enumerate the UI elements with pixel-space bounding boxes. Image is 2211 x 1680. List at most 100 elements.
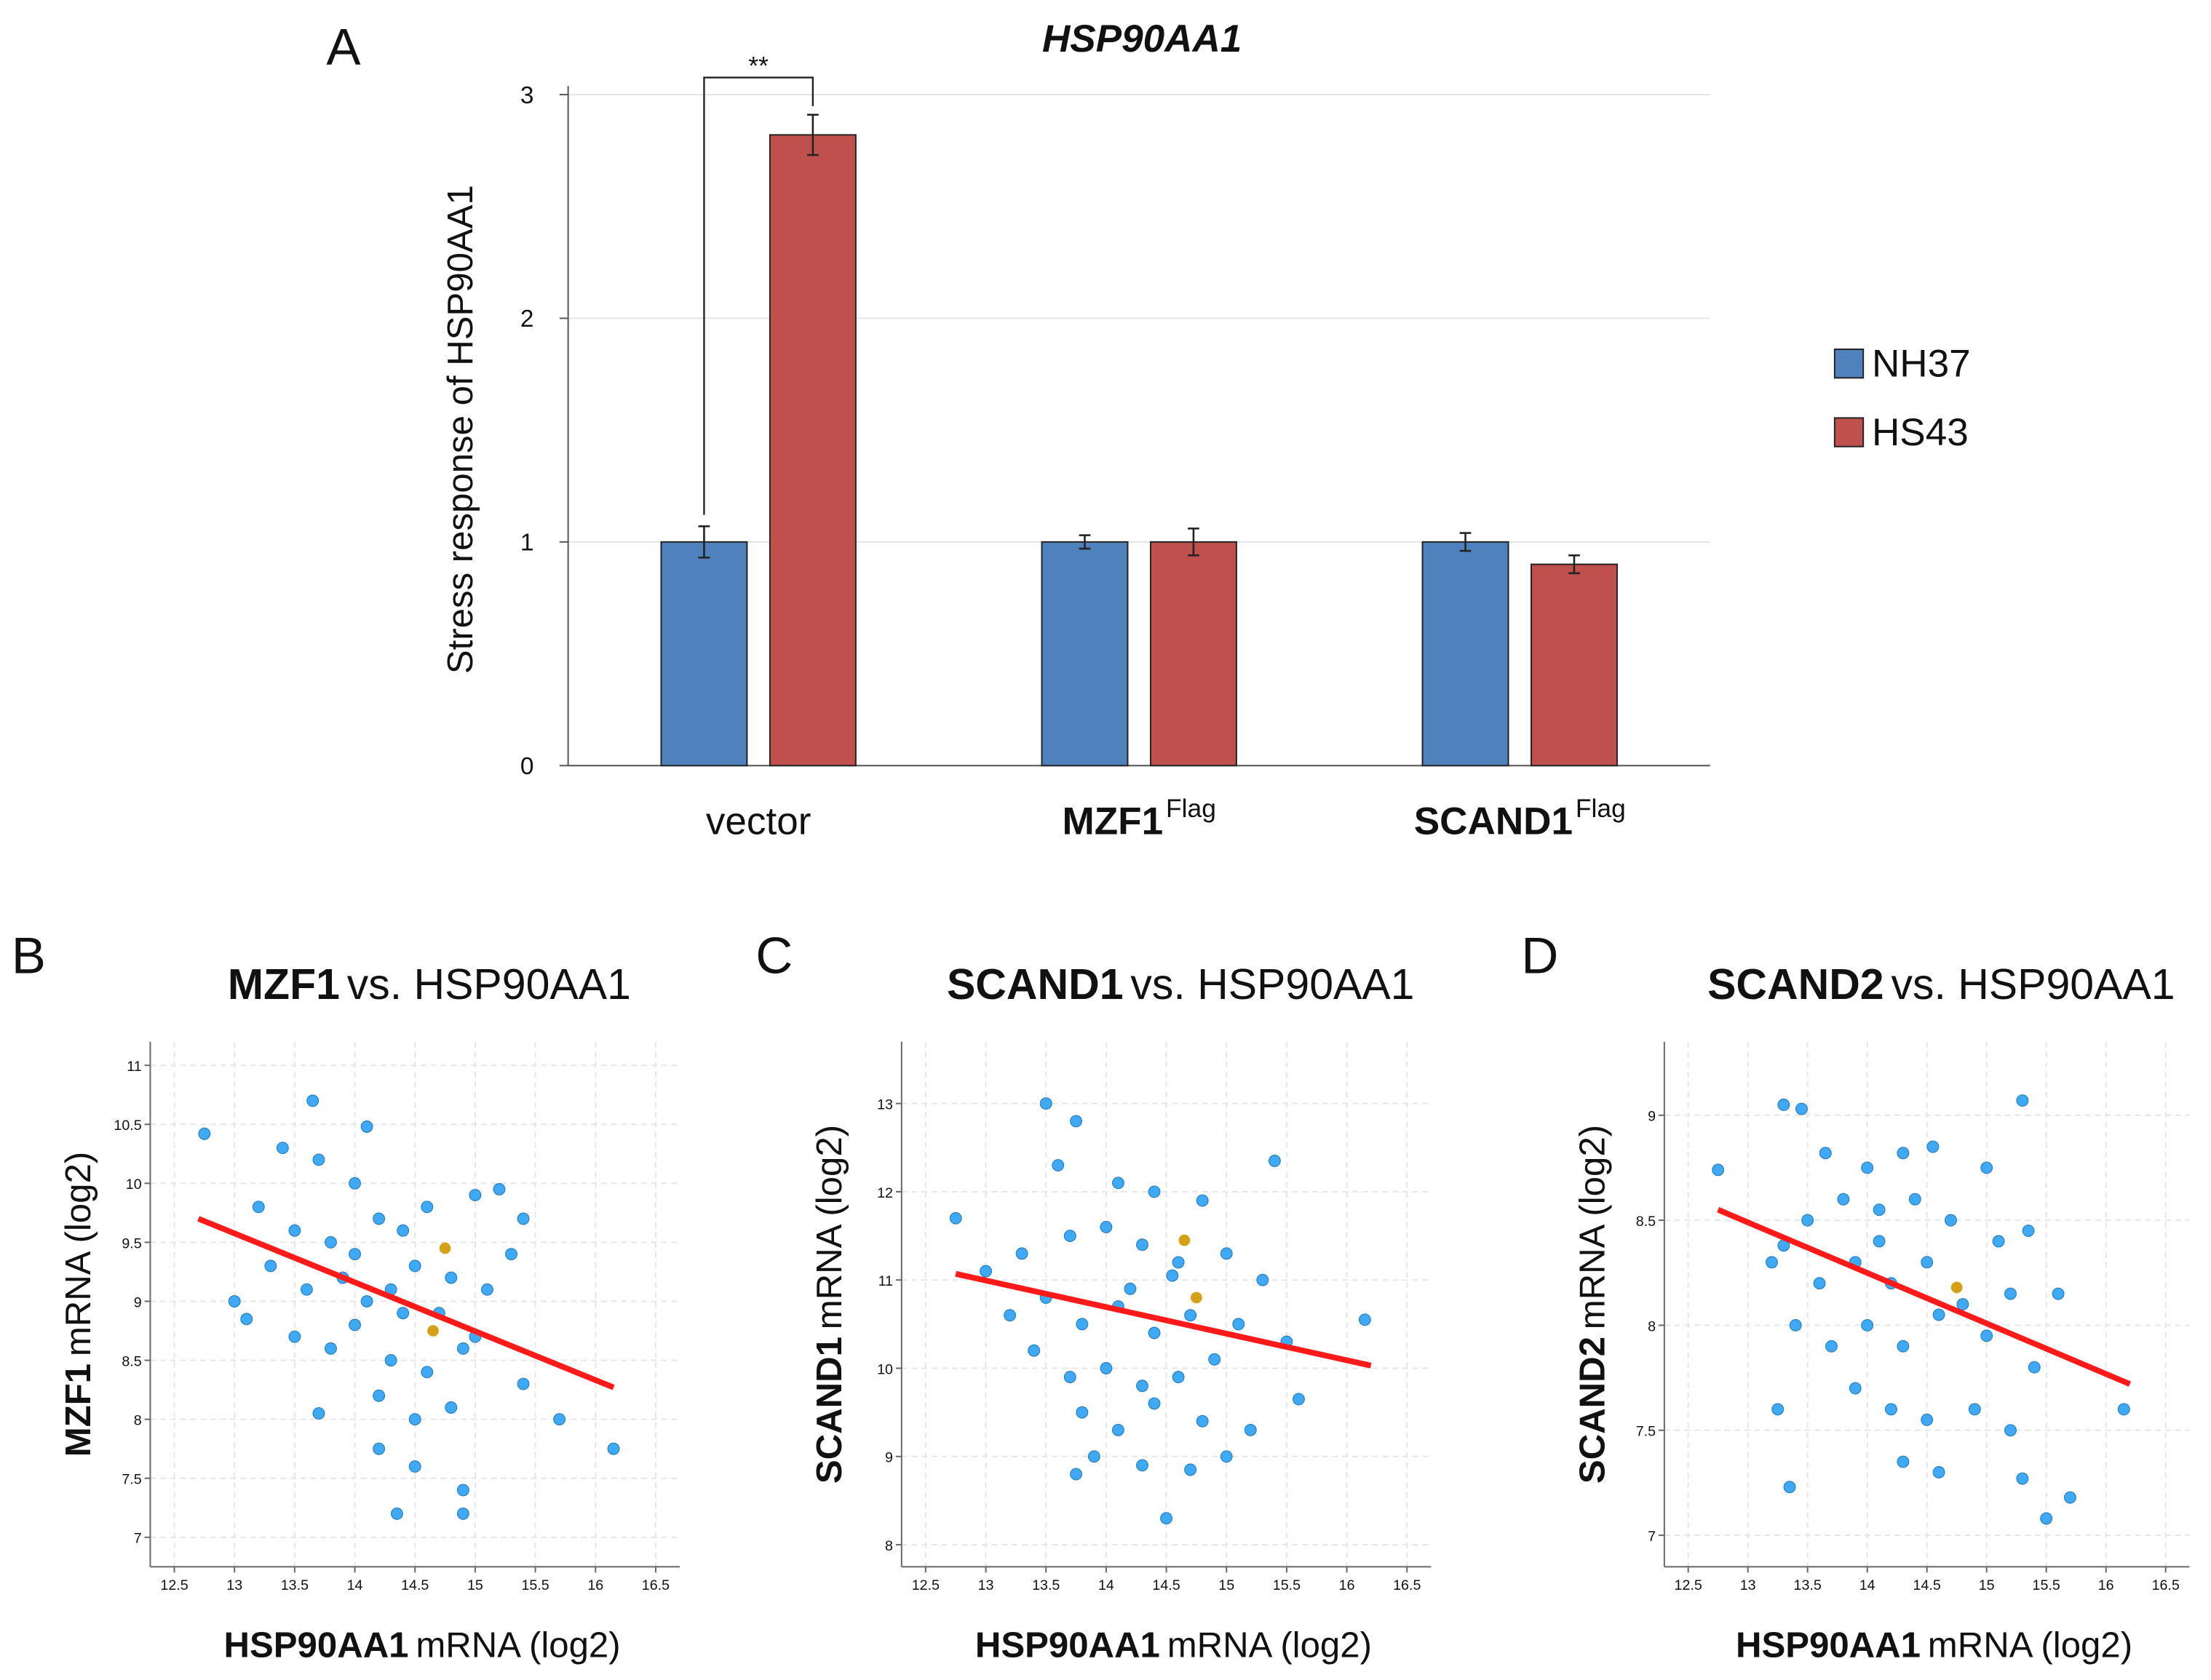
point <box>1861 1318 1874 1331</box>
x-axis-label: HSP90AA1 mRNA (log2) <box>975 1625 1372 1665</box>
x-tick-label: 16.5 <box>2152 1577 2180 1593</box>
point <box>1932 1308 1945 1321</box>
highlight-point <box>427 1325 439 1337</box>
point <box>1148 1397 1161 1410</box>
x-axis-label-part: mRNA (log2) <box>1928 1625 2132 1665</box>
x-axis-label: HSP90AA1 mRNA (log2) <box>224 1625 621 1665</box>
point <box>2022 1225 2035 1238</box>
point <box>360 1120 373 1133</box>
error-bar <box>1568 554 1580 575</box>
point <box>505 1248 517 1261</box>
point <box>198 1127 211 1140</box>
y-tick-label: 10 <box>877 1361 893 1377</box>
point <box>408 1259 421 1273</box>
point <box>1063 1230 1076 1243</box>
point <box>1184 1309 1197 1322</box>
point <box>1849 1382 1862 1395</box>
y-tick-label: 9 <box>1648 1109 1656 1125</box>
point <box>240 1313 253 1326</box>
point <box>1004 1309 1017 1322</box>
y-tick-label: 11 <box>127 1059 141 1075</box>
y-axis-label: Stress response of HSP90AA1 <box>441 185 480 674</box>
x-tick-label: 14 <box>1859 1577 1875 1593</box>
point <box>2052 1287 2065 1300</box>
point <box>1076 1406 1089 1419</box>
error-bar <box>807 114 819 156</box>
point <box>607 1442 620 1455</box>
highlight-point <box>439 1242 451 1254</box>
point <box>1184 1463 1197 1476</box>
highlight-point <box>1950 1281 1963 1294</box>
point <box>1980 1329 1993 1342</box>
point <box>1861 1161 1874 1174</box>
point <box>252 1201 265 1214</box>
point <box>397 1307 410 1320</box>
point <box>2016 1094 2029 1107</box>
point <box>300 1283 313 1296</box>
y-tick-label: 8 <box>1648 1318 1656 1334</box>
x-tick-label-part: Flag <box>1576 795 1626 823</box>
point <box>1220 1450 1233 1463</box>
x-axis-label-part: HSP90AA1 <box>224 1625 409 1665</box>
point <box>1111 1423 1124 1436</box>
point <box>1897 1455 1910 1468</box>
point <box>1148 1185 1161 1198</box>
x-tick-label: 15 <box>1979 1577 1995 1593</box>
y-tick-label: 9 <box>134 1294 142 1310</box>
panel-label: A <box>326 18 361 76</box>
x-tick-label: 13.5 <box>1794 1577 1822 1593</box>
point <box>1897 1147 1910 1160</box>
x-tick-label: 13.5 <box>1032 1577 1060 1593</box>
point <box>1771 1403 1785 1416</box>
y-tick-label: 9.5 <box>122 1235 141 1251</box>
point <box>456 1342 469 1355</box>
x-tick-label: 12.5 <box>912 1577 940 1593</box>
point <box>1980 1161 1993 1174</box>
point <box>1777 1098 1790 1111</box>
point <box>397 1224 410 1237</box>
x-tick-label: 14.5 <box>1152 1577 1180 1593</box>
y-tick-label: 9 <box>885 1450 893 1466</box>
x-tick-label: 13 <box>226 1577 242 1593</box>
x-tick-label: 16.5 <box>1393 1577 1421 1593</box>
x-axis-label: HSP90AA1 mRNA (log2) <box>1736 1625 2132 1665</box>
x-tick-label: 13.5 <box>281 1577 309 1593</box>
x-tick-label: 16 <box>2098 1577 2114 1593</box>
point <box>493 1183 506 1195</box>
point <box>421 1366 434 1379</box>
point <box>325 1235 337 1249</box>
point <box>288 1330 301 1343</box>
point <box>1921 1413 1934 1426</box>
point <box>1100 1220 1113 1233</box>
x-tick-label: 15.5 <box>1273 1577 1301 1593</box>
error-bar <box>1079 534 1091 550</box>
x-tick-label-part: MZF1 <box>1063 800 1164 843</box>
point <box>1908 1193 1921 1206</box>
bar <box>1041 541 1129 767</box>
y-tick-label: 10 <box>126 1177 142 1193</box>
chart-title: SCAND1 vs. HSP90AA1 <box>947 960 1415 1008</box>
point <box>1783 1481 1796 1494</box>
y-tick-label: 12 <box>877 1185 893 1201</box>
point <box>1208 1353 1221 1366</box>
point <box>480 1283 493 1296</box>
error-bar <box>1459 532 1472 552</box>
chart-title-part: SCAND2 <box>1707 960 1884 1008</box>
point <box>1166 1269 1179 1282</box>
x-tick-label: 13 <box>1740 1577 1756 1593</box>
y-tick-label: 1 <box>520 530 534 557</box>
x-tick-label-part: SCAND1 <box>1414 800 1573 843</box>
y-tick-label: 2 <box>520 306 534 333</box>
x-tick-label: 14.5 <box>401 1577 429 1593</box>
point <box>2040 1512 2053 1525</box>
point <box>1136 1459 1148 1472</box>
point <box>1926 1140 1940 1153</box>
point <box>390 1507 403 1520</box>
point <box>1124 1282 1137 1295</box>
point <box>1825 1339 1838 1353</box>
point <box>1873 1203 1886 1217</box>
point <box>1136 1380 1148 1393</box>
annotation: ** <box>748 52 769 81</box>
point <box>1039 1097 1052 1110</box>
bar <box>660 541 748 767</box>
